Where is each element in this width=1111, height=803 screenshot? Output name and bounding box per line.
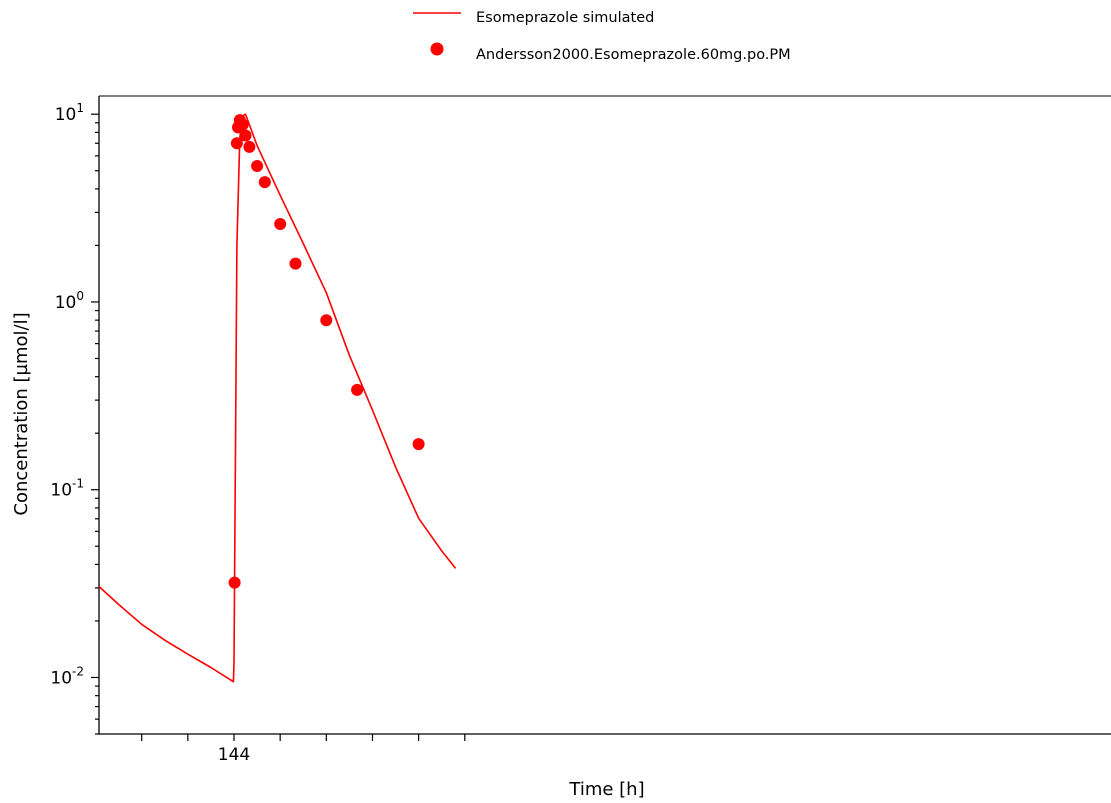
plot-area: [98, 113, 457, 683]
legend-marker-swatch: [430, 42, 444, 56]
axes: 10-2 10-1 100 101 144 Time [h] Concentratio…: [11, 95, 1111, 800]
data-point-observed: [412, 438, 425, 451]
data-point-observed: [274, 218, 287, 230]
y-tick-label: 10-1: [50, 477, 84, 501]
data-point-observed: [243, 140, 256, 153]
legend: Esomeprazole simulated Andersson2000.Eso…: [413, 10, 791, 63]
data-point-observed: [258, 176, 271, 189]
data-point-observed: [289, 257, 302, 270]
data-point-observed: [228, 576, 241, 589]
data-point-observed: [230, 137, 243, 150]
legend-label-observed: Andersson2000.Esomeprazole.60mg.po.PM: [476, 47, 791, 63]
data-point-observed: [239, 129, 252, 142]
y-tick-label: 10-2: [50, 664, 84, 688]
data-point-observed: [236, 118, 249, 131]
legend-label-simulated: Esomeprazole simulated: [476, 10, 654, 26]
data-point-observed: [251, 160, 264, 172]
y-tick-label: 101: [55, 101, 84, 125]
y-tick-label: 100: [55, 289, 84, 313]
x-tick-label: 144: [218, 745, 250, 765]
data-point-observed: [320, 314, 333, 327]
data-point-observed: [351, 383, 364, 396]
y-axis-title: Concentration [µmol/l]: [11, 312, 32, 515]
y-ticks: 10-2 10-1 100 101: [50, 101, 99, 735]
x-axis-title: Time [h]: [568, 779, 644, 800]
series-line-simulated: [98, 113, 457, 683]
x-ticks: 144: [141, 734, 466, 765]
